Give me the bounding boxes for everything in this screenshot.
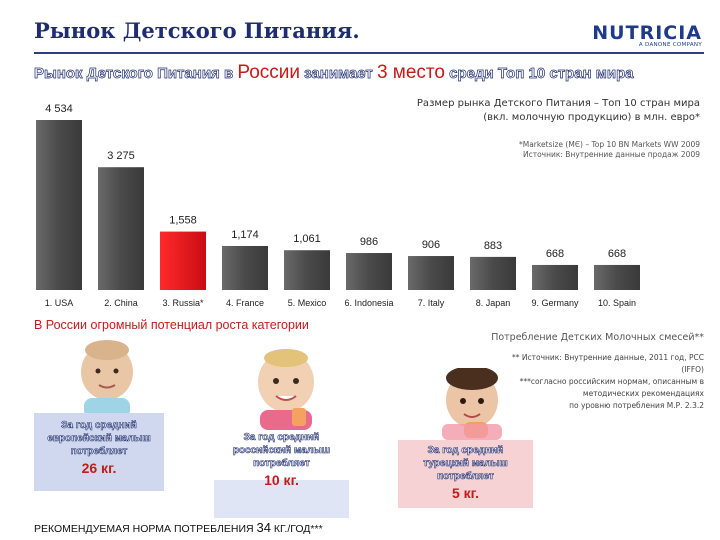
category-label-3: 3. Russia* <box>162 298 204 308</box>
category-label-7: 7. Italy <box>418 298 445 308</box>
bar-value-label-2: 3 275 <box>107 150 135 162</box>
turkish-baby-photo <box>442 368 502 440</box>
bar-3 <box>160 231 206 290</box>
norm-suffix: КГ./ГОД*** <box>270 523 323 535</box>
headline-rank: 3 место <box>376 62 445 83</box>
chart-source-line-2: Источник: Внутренние данные продаж 2009 <box>522 150 700 159</box>
russia-box-background <box>214 480 349 518</box>
consumption-source-line-3: ***согласно российским нормам, описанным… <box>519 377 704 386</box>
consumption-heading: Потребление Детских Молочных смесей** <box>491 332 704 343</box>
norm-value: 34 <box>256 520 271 535</box>
consumption-source-line-1: ** Источник: Внутренние данные, 2011 год… <box>512 353 704 362</box>
logo-subtitle: A DANONE COMPANY <box>638 42 702 48</box>
europe-consumption-box: За год средний европейский малыш потребл… <box>34 413 164 491</box>
russia-box-line-3: потребляет <box>253 458 310 470</box>
bar-9 <box>532 264 578 290</box>
category-label-4: 4. France <box>226 298 264 308</box>
bar-value-label-6: 986 <box>360 236 378 248</box>
bar-value-label-9: 668 <box>546 248 564 260</box>
europe-box-line-1: За год средний <box>61 420 137 432</box>
bar-4 <box>222 245 268 290</box>
consumption-source-note: ** Источник: Внутренние данные, 2011 год… <box>512 352 704 412</box>
bar-value-label-7: 906 <box>422 239 440 251</box>
bar-value-label-5: 1,061 <box>293 233 321 245</box>
consumption-source-line-4: методических рекомендациях <box>582 389 704 398</box>
russia-box-line-1: За год средний <box>243 432 320 444</box>
bar-value-label-1: 4 534 <box>45 103 73 115</box>
category-label-5: 5. Mexico <box>288 298 327 308</box>
headline-russia: России <box>237 62 300 83</box>
headline-part-5: среди Топ 10 стран мира <box>444 65 634 83</box>
category-label-2: 2. China <box>104 298 138 308</box>
bar-5 <box>284 250 330 290</box>
russia-consumption-value: 10 кг. <box>264 472 299 488</box>
russian-baby-photo <box>258 349 314 430</box>
turkey-box-line-2: турецкий малыш <box>423 458 508 470</box>
chart-title-line-2: (вкл. молочную продукцию) в млн. евро* <box>483 112 700 123</box>
europe-box-line-2: европейский малыш <box>47 433 151 445</box>
turkey-box-line-3: потребляет <box>437 471 494 483</box>
bar-value-label-3: 1,558 <box>169 215 197 227</box>
russia-box-line-2: российский малыш <box>232 445 331 457</box>
slide-title: Рынок Детского Питания. <box>34 18 360 43</box>
turkey-consumption-value: 5 кг. <box>451 485 479 501</box>
bar-8 <box>470 256 516 290</box>
bar-1 <box>36 120 82 290</box>
category-label-8: 8. Japan <box>476 298 511 308</box>
recommended-norm: РЕКОМЕНДУЕМАЯ НОРМА ПОТРЕБЛЕНИЯ 34 КГ./Г… <box>34 520 323 535</box>
bar-6 <box>346 253 392 290</box>
bar-value-label-10: 668 <box>608 248 626 260</box>
consumption-source-line-5: по уровню потребления М.Р. 2.3.2 <box>569 401 704 410</box>
turkey-consumption-box: За год средний турецкий малыш потребляет… <box>398 440 533 508</box>
category-label-6: 6. Indonesia <box>344 298 393 308</box>
bar-2 <box>98 167 144 290</box>
bar-7 <box>408 256 454 290</box>
title-divider <box>34 52 704 54</box>
european-baby-photo <box>81 340 133 418</box>
bar-10 <box>594 264 640 290</box>
europe-box-line-3: потребляет <box>70 446 128 458</box>
growth-potential-caption: В России огромный потенциал роста катего… <box>34 318 309 332</box>
europe-consumption-value: 26 кг. <box>81 460 117 476</box>
turkey-box-line-1: За год средний <box>427 445 504 457</box>
chart-title: Размер рынка Детского Питания – Топ 10 с… <box>417 97 700 125</box>
norm-prefix: РЕКОМЕНДУЕМАЯ НОРМА ПОТРЕБЛЕНИЯ <box>34 523 257 535</box>
consumption-source-line-2: (IFFO) <box>681 365 704 374</box>
headline: Рынок Детского Питания в России занимает… <box>34 62 634 84</box>
logo-wordmark: NUTRICIA <box>592 22 702 44</box>
nutricia-logo: NUTRICIA A DANONE COMPANY <box>592 22 702 48</box>
category-label-10: 10. Spain <box>598 298 636 308</box>
category-label-9: 9. Germany <box>531 298 579 308</box>
bar-value-label-4: 1,174 <box>231 229 259 241</box>
chart-title-line-1: Размер рынка Детского Питания – Топ 10 с… <box>416 98 700 109</box>
headline-part-3: занимает <box>300 65 377 83</box>
headline-part-1: Рынок Детского Питания в <box>34 65 238 83</box>
chart-source-note: *Marketsize (MЄ) – Top 10 BN Markets WW … <box>519 140 700 160</box>
chart-source-line-1: *Marketsize (MЄ) – Top 10 BN Markets WW … <box>518 140 700 149</box>
bar-value-label-8: 883 <box>484 240 502 252</box>
russia-consumption-box: За год средний российский малыш потребля… <box>214 427 349 517</box>
category-label-1: 1. USA <box>45 298 74 308</box>
